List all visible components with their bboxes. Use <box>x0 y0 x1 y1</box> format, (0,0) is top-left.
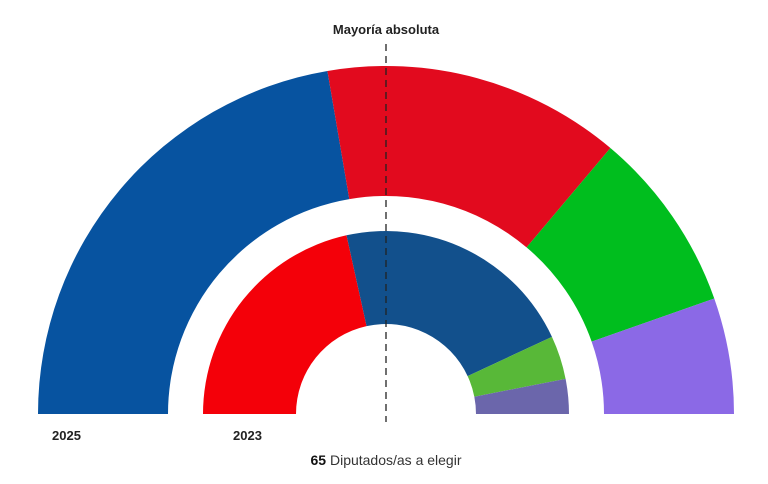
total-seats-number: 65 <box>310 452 327 468</box>
seat-segment-2023-0 <box>203 235 367 414</box>
seat-segment-2023-1 <box>346 231 552 377</box>
seat-segment-2025-3 <box>591 298 734 414</box>
seat-segment-2023-3 <box>474 378 569 414</box>
year-label-2023: 2023 <box>233 428 262 443</box>
seat-segment-2025-1 <box>327 66 611 248</box>
year-label-2025: 2025 <box>52 428 81 443</box>
total-seats-text: Diputados/as a elegir <box>326 452 462 468</box>
total-seats-caption: 65 Diputados/as a elegir <box>0 452 768 468</box>
seat-segment-2025-0 <box>38 70 350 415</box>
seat-segment-2023-2 <box>467 336 566 397</box>
majority-label: Mayoría absoluta <box>332 22 440 37</box>
seat-segment-2025-2 <box>526 148 715 342</box>
